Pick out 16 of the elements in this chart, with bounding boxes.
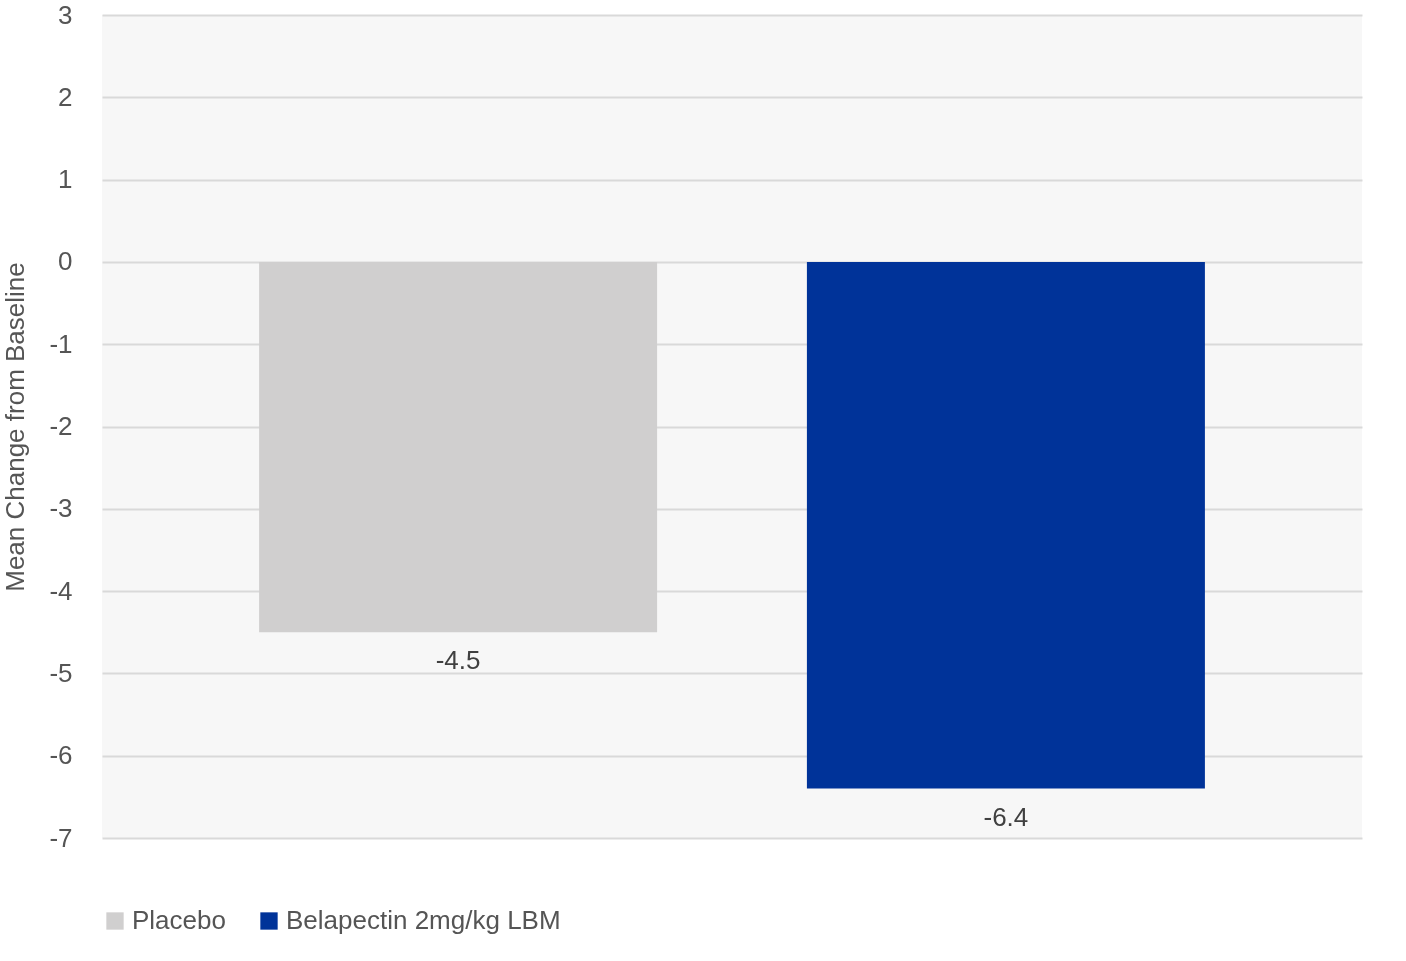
legend-label: Placebo (132, 905, 226, 935)
y-tick-label: 1 (58, 164, 73, 195)
y-tick-label: -7 (49, 822, 73, 853)
data-label: -4.5 (435, 645, 481, 676)
y-tick-label: 2 (58, 81, 73, 112)
y-tick-label: -6 (49, 740, 73, 771)
data-label: -6.4 (983, 801, 1029, 832)
legend-label: Belapectin 2mg/kg LBM (286, 905, 561, 935)
y-tick-label: -1 (49, 328, 73, 359)
y-tick-label: 3 (58, 0, 73, 30)
y-tick-label: -5 (49, 657, 73, 688)
y-axis-title: Mean Change from Baseline (0, 262, 31, 592)
y-tick-label: -4 (49, 575, 73, 606)
y-tick-label: -3 (49, 493, 73, 524)
y-tick-label: -2 (49, 411, 73, 441)
y-tick-label: 0 (58, 246, 73, 277)
